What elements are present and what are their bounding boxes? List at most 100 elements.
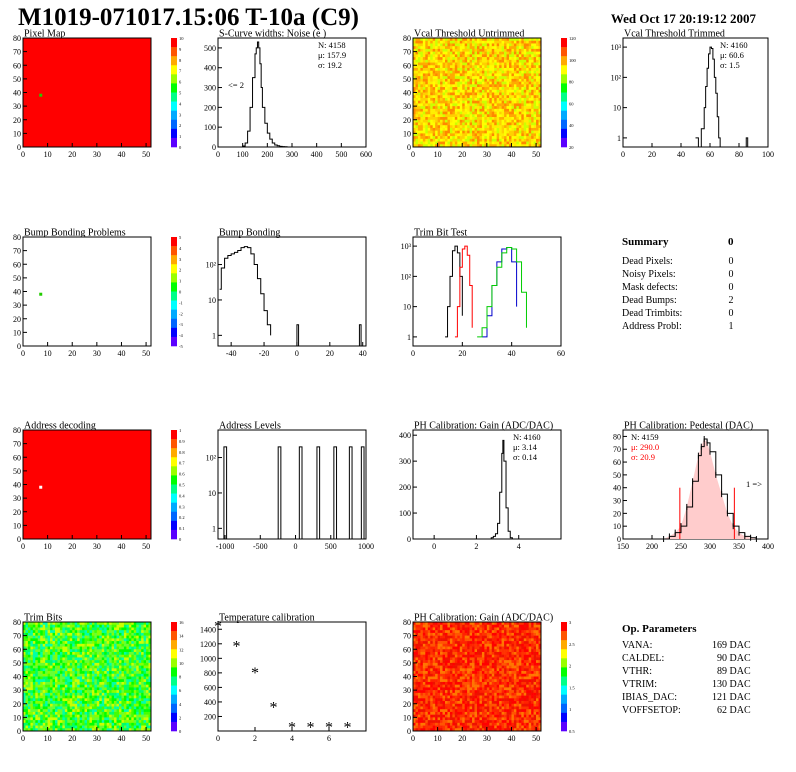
heatmap-cell bbox=[538, 106, 542, 110]
heatmap-cell bbox=[479, 114, 483, 118]
heatmap-cell bbox=[69, 630, 73, 634]
heatmap-cell bbox=[472, 103, 475, 107]
heatmap-cell bbox=[504, 54, 507, 58]
heatmap-cell bbox=[422, 692, 426, 696]
heatmap-cell bbox=[467, 103, 470, 107]
heatmap-cell bbox=[499, 127, 502, 131]
heatmap-cell bbox=[533, 40, 537, 44]
heatmap-cell bbox=[425, 81, 429, 85]
heatmap-cell bbox=[491, 65, 495, 69]
heatmap-cell bbox=[469, 46, 473, 50]
heatmap-cell bbox=[116, 684, 120, 688]
heatmap-cell bbox=[91, 701, 95, 705]
heatmap-cell bbox=[42, 673, 46, 677]
heatmap-cell bbox=[420, 643, 424, 647]
heatmap-cell bbox=[474, 127, 478, 131]
heatmap-cell bbox=[467, 81, 470, 85]
heatmap-cell bbox=[40, 651, 43, 655]
y-tick-label: 30 bbox=[13, 102, 21, 111]
x-tick-label: 500 bbox=[325, 542, 337, 551]
y-tick-label: 0 bbox=[17, 727, 21, 736]
heatmap-cell bbox=[528, 78, 532, 82]
x-tick-label: 20 bbox=[648, 150, 656, 159]
panel-title: Vcal Threshold Trimmed bbox=[624, 29, 725, 40]
heatmap-cell bbox=[50, 632, 53, 636]
heatmap-cell bbox=[119, 654, 122, 658]
heatmap-cell bbox=[472, 81, 475, 85]
heatmap-cell bbox=[35, 630, 39, 634]
heatmap-cell bbox=[437, 51, 441, 55]
heatmap-cell bbox=[481, 106, 485, 110]
heatmap-cell bbox=[136, 646, 139, 650]
heatmap-cell bbox=[506, 100, 510, 104]
palette-label: 120 bbox=[569, 36, 577, 41]
heatmap-cell bbox=[494, 87, 497, 91]
heatmap-cell bbox=[479, 76, 483, 80]
heatmap-cell bbox=[126, 695, 130, 699]
heatmap-cell bbox=[435, 108, 438, 112]
heatmap-cell bbox=[87, 679, 90, 683]
heatmap-cell bbox=[506, 70, 510, 74]
heatmap-cell bbox=[437, 92, 441, 96]
heatmap-cell bbox=[513, 89, 517, 93]
heatmap-cell bbox=[136, 654, 139, 658]
heatmap-cell bbox=[89, 701, 93, 705]
heatmap-cell bbox=[104, 630, 107, 634]
heatmap-cell bbox=[457, 54, 461, 58]
heatmap-cell bbox=[430, 622, 433, 626]
heatmap-cell bbox=[52, 684, 56, 688]
palette-label: 0.2 bbox=[179, 515, 185, 520]
palette-label: 0.9 bbox=[179, 439, 185, 444]
heatmap-cell bbox=[57, 646, 61, 650]
heatmap-cell bbox=[77, 679, 80, 683]
x-tick-label: 10 bbox=[44, 734, 52, 743]
heatmap-cell bbox=[114, 684, 117, 688]
heatmap-cell bbox=[47, 728, 51, 732]
heatmap-cell bbox=[427, 684, 431, 688]
heatmap-cell bbox=[111, 624, 115, 628]
heatmap-cell bbox=[413, 714, 416, 718]
stat-line: μ: 290.0 bbox=[631, 442, 659, 452]
heatmap-cell bbox=[511, 106, 515, 110]
heatmap-cell bbox=[501, 119, 505, 123]
heatmap-cell bbox=[536, 100, 539, 104]
heatmap-cell bbox=[94, 706, 98, 710]
heatmap-cell bbox=[141, 725, 144, 729]
heatmap-cell bbox=[50, 671, 53, 675]
heatmap-cell bbox=[521, 125, 525, 129]
heatmap-cell bbox=[481, 119, 485, 123]
heatmap-cell bbox=[491, 114, 495, 118]
heatmap-cell bbox=[141, 714, 144, 718]
heatmap-cell bbox=[136, 706, 139, 710]
heatmap-cell bbox=[513, 119, 517, 123]
palette-swatch bbox=[171, 255, 177, 265]
heatmap-cell bbox=[425, 641, 429, 645]
heatmap-cell bbox=[55, 643, 58, 647]
heatmap-cell bbox=[442, 144, 446, 148]
heatmap-cell bbox=[474, 130, 478, 134]
x-tick-label: 200 bbox=[261, 150, 273, 159]
heatmap-cell bbox=[131, 649, 135, 653]
heatmap-cell bbox=[57, 711, 61, 715]
heatmap-cell bbox=[501, 127, 505, 131]
heatmap-cell bbox=[119, 651, 122, 655]
heatmap-cell bbox=[128, 649, 132, 653]
heatmap-cell bbox=[447, 70, 451, 74]
heatmap-cell bbox=[79, 703, 83, 707]
heatmap-cell bbox=[87, 709, 90, 713]
heatmap-cell bbox=[430, 717, 433, 721]
heatmap-cell bbox=[513, 100, 517, 104]
heatmap-cell bbox=[104, 668, 107, 672]
heatmap-cell bbox=[99, 622, 103, 626]
heatmap-cell bbox=[531, 73, 534, 77]
heatmap-cell bbox=[99, 662, 103, 666]
heatmap-cell bbox=[437, 125, 441, 129]
palette-swatch bbox=[171, 101, 177, 111]
heatmap-cell bbox=[430, 711, 433, 715]
heatmap-cell bbox=[67, 698, 71, 702]
heatmap-cell bbox=[126, 627, 130, 631]
heatmap-cell bbox=[99, 711, 103, 715]
heatmap-cell bbox=[422, 660, 426, 664]
heatmap-cell bbox=[79, 622, 83, 626]
heatmap-cell bbox=[501, 46, 505, 50]
